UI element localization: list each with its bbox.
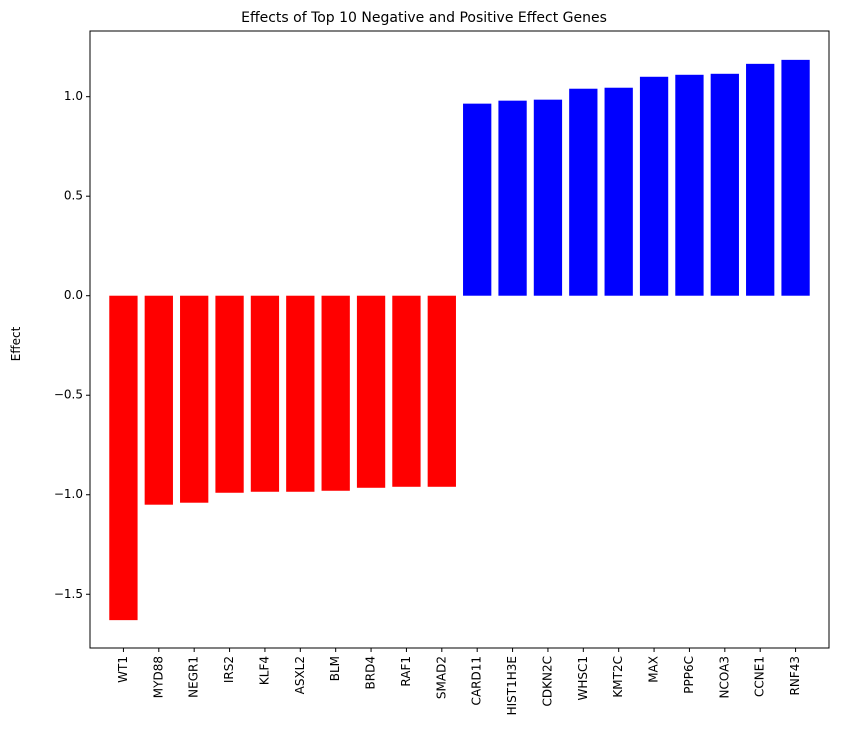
x-tick-label: ASXL2 [293,656,307,694]
x-tick-label: CARD11 [470,656,484,705]
bar-rnf43 [781,59,810,296]
bar-whsc1 [569,88,598,296]
x-tick-label: SMAD2 [434,656,448,699]
bar-ncoa3 [710,73,739,296]
x-tick-label: HIST1H3E [505,656,519,715]
bar-myd88 [144,295,173,505]
bar-raf1 [392,295,421,487]
x-tick-label: BRD4 [364,656,378,689]
x-tick-label: RNF43 [788,656,802,696]
bar-kmt2c [604,87,633,296]
x-tick-label: NCOA3 [717,656,731,698]
bar-irs2 [215,295,244,493]
bar-blm [321,295,350,491]
y-tick-label: −1.5 [54,587,83,601]
x-tick-label: CCNE1 [753,656,767,697]
bar-asxl2 [286,295,315,492]
x-tick-label: MYD88 [151,656,165,698]
chart-title: Effects of Top 10 Negative and Positive … [241,10,607,26]
y-tick-label: 0.5 [64,189,83,203]
bar-hist1h3e [498,100,527,296]
bar-brd4 [356,295,386,488]
plot-frame [89,30,830,649]
y-tick-label: −1.0 [54,487,83,501]
x-tick-label: CDKN2C [540,656,554,706]
bar-card11 [463,103,492,296]
bar-cdkn2c [533,99,563,296]
x-tick-label: IRS2 [222,656,236,683]
bar-klf4 [250,295,280,492]
x-tick-label: KLF4 [257,656,271,685]
bar-smad2 [427,295,456,487]
x-tick-label: WT1 [116,656,130,683]
x-tick-label: PPP6C [682,656,696,694]
x-tick-label: KMT2C [611,656,625,698]
x-tick-label: RAF1 [399,656,413,687]
y-axis-label: Effect [9,326,23,361]
x-tick-label: BLM [328,656,342,681]
bar-max [639,76,669,296]
x-axis-ticks: WT1 MYD88 NEGR1 IRS2 KLF4 ASXL2 BLM BRD4 RAF1 SMA… [116,648,802,715]
bars-group [109,59,810,621]
x-tick-label: MAX [647,656,661,683]
x-tick-label: WHSC1 [576,656,590,701]
bar-ppp6c [675,74,704,296]
y-tick-label: 1.0 [64,89,83,103]
y-axis-ticks: −1.5 −1.0 −0.5 0.0 0.5 1.0 [54,89,90,601]
y-tick-label: 0.0 [64,288,83,302]
bar-ccne1 [746,63,775,296]
bar-negr1 [180,295,209,503]
y-tick-label: −0.5 [54,388,83,402]
x-tick-label: NEGR1 [187,656,201,698]
bar-wt1 [109,295,138,621]
